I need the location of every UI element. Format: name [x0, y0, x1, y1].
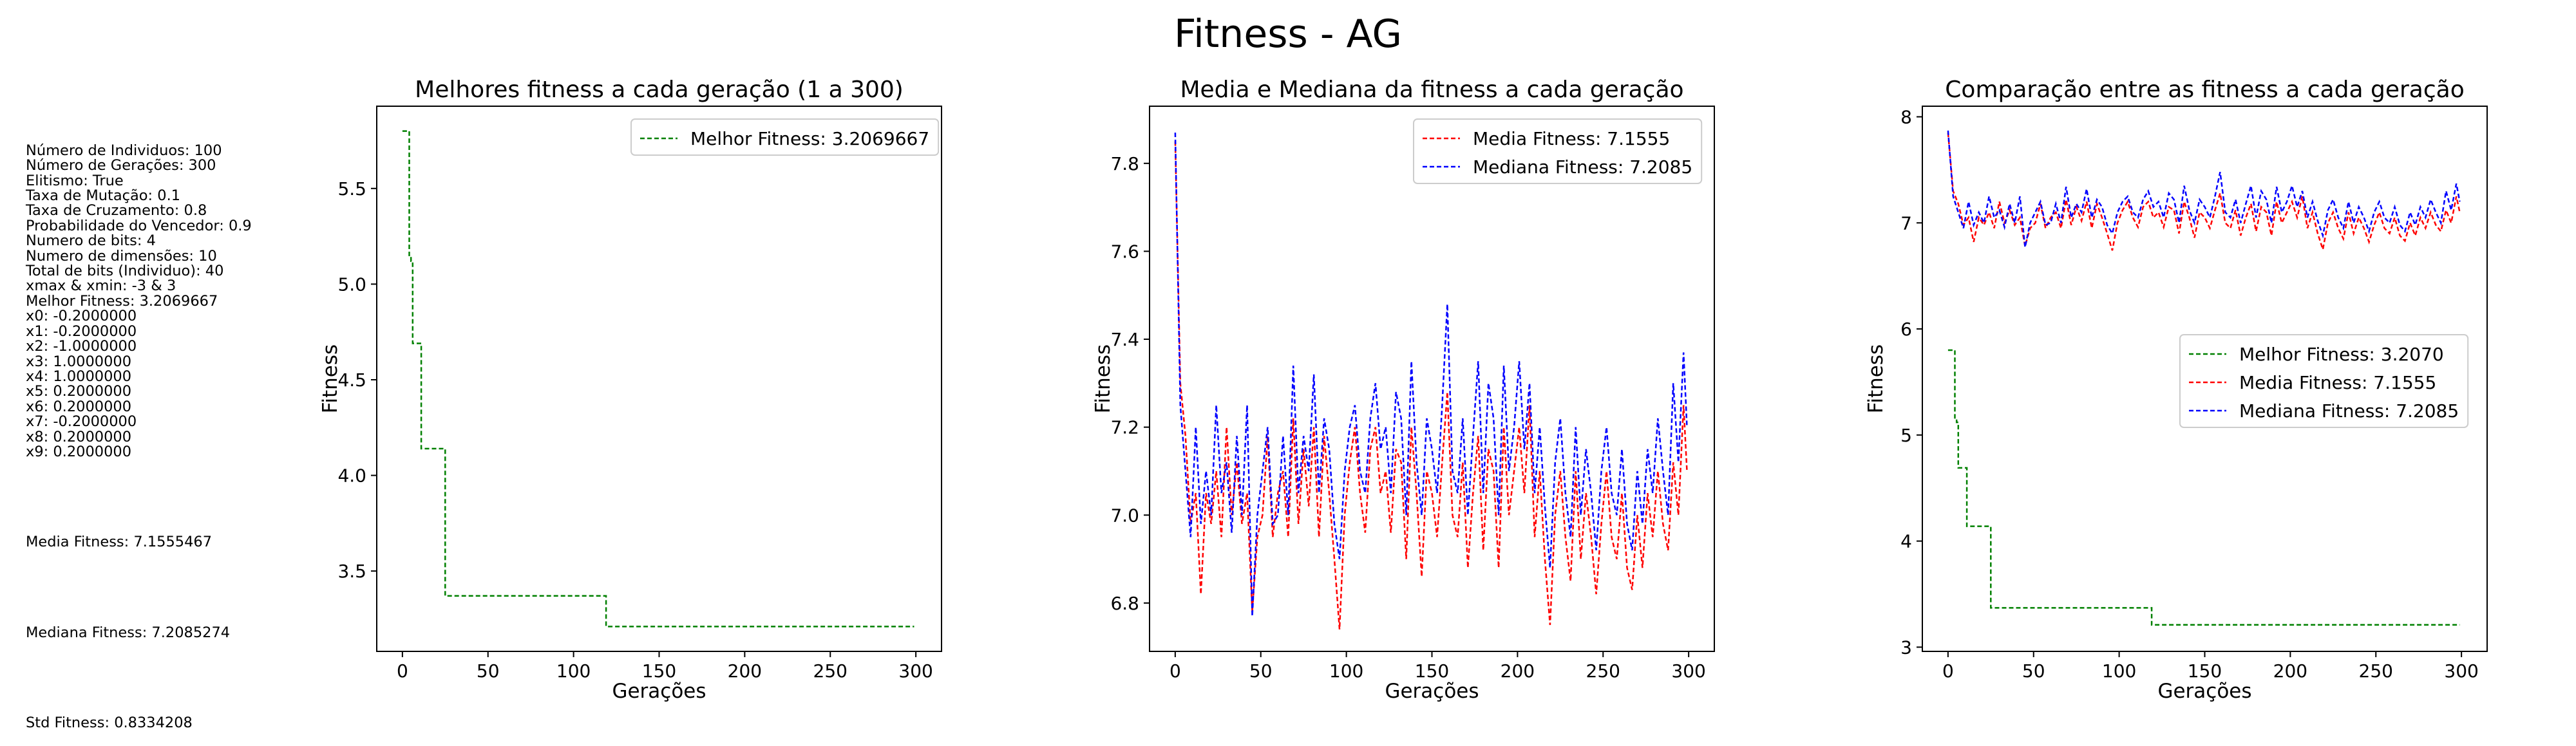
legend-entry: Melhor Fitness: 3.2070 [2239, 344, 2444, 365]
x-tick-label: 0 [397, 660, 408, 682]
y-tick-label: 5 [1900, 425, 1912, 446]
y-tick-label: 5.5 [337, 178, 366, 200]
parameter-line: x3: 1.0000000 [26, 353, 132, 370]
parameter-line: Número de Gerações: 300 [26, 157, 216, 174]
chart-title: Melhores fitness a cada geração (1 a 300… [415, 77, 904, 103]
x-tick-label: 150 [642, 660, 676, 682]
parameter-line: x0: -0.2000000 [26, 308, 137, 325]
y-tick-label: 7.4 [1110, 329, 1139, 350]
x-tick-label: 50 [477, 660, 500, 682]
legend-box [630, 118, 940, 156]
chart-title: Media e Mediana da fitness a cada geraçã… [1180, 77, 1683, 103]
series-line-median [1947, 130, 2461, 248]
parameter-line: Taxa de Mutação: 0.1 [26, 187, 181, 205]
figure-title: Fitness - AG [1173, 12, 1403, 57]
legend: Melhor Fitness: 3.2069667 [630, 118, 940, 156]
chart-2: 0 50 100 150 200 250 300 6.8 7.0 7.2 7.4 7.6 7.8 Medi… [1092, 77, 1715, 703]
y-tick-label: 3.5 [337, 561, 366, 582]
parameter-line: Numero de bits: 4 [26, 232, 156, 250]
axes-frame [376, 106, 942, 652]
mediana-fitness-text: Mediana Fitness: 7.2085274 [26, 624, 231, 641]
x-tick-label: 100 [556, 660, 591, 682]
parameter-line: Número de Individuos: 100 [26, 142, 222, 159]
x-tick-label: 200 [1501, 660, 1535, 682]
parameter-line: Probabilidade do Vencedor: 0.9 [26, 217, 252, 234]
parameter-line: x5: 0.2000000 [26, 383, 132, 400]
x-tick-label: 150 [1415, 660, 1449, 682]
y-tick-label: 4.0 [337, 465, 366, 487]
y-tick-label: 3 [1900, 637, 1912, 658]
x-axis-label: Gerações [1385, 680, 1479, 703]
x-tick-label: 0 [1170, 660, 1181, 682]
axes-frame [1149, 106, 1715, 652]
std-fitness-text: Std Fitness: 0.8334208 [26, 714, 193, 732]
chart-1: 0 50 100 150 200 250 300 3.5 4.0 4.5 5.0 5.5 Melhore… [319, 77, 942, 703]
y-tick-label: 7.0 [1110, 505, 1139, 526]
parameter-line: Melhor Fitness: 3.2069667 [26, 292, 218, 310]
parameter-line: Total de bits (Individuo): 40 [26, 263, 224, 280]
parameter-line: Taxa de Cruzamento: 0.8 [26, 202, 207, 219]
x-tick-label: 300 [2444, 660, 2478, 682]
y-tick-label: 6 [1900, 319, 1912, 340]
y-tick-label: 7.2 [1110, 417, 1139, 438]
legend-entry: Melhor Fitness: 3.2069667 [690, 128, 929, 149]
x-tick-label: 250 [1586, 660, 1620, 682]
y-tick-label: 7 [1900, 212, 1912, 234]
x-tick-label: 100 [2102, 660, 2136, 682]
legend-entry: Media Fitness: 7.1555 [1473, 128, 1670, 149]
parameter-line: x1: -0.2000000 [26, 322, 137, 340]
x-tick-label: 250 [2359, 660, 2393, 682]
parameter-line: x4: 1.0000000 [26, 368, 132, 385]
legend-entry: Mediana Fitness: 7.2085 [1473, 156, 1692, 178]
series-line-mean [1947, 133, 2461, 251]
parameter-line: Numero de dimensões: 10 [26, 247, 217, 265]
y-tick-label: 4.5 [337, 369, 366, 391]
x-tick-label: 150 [2188, 660, 2222, 682]
x-tick-label: 100 [1329, 660, 1363, 682]
media-fitness-text: Media Fitness: 7.1555467 [26, 534, 213, 551]
y-tick-label: 6.8 [1110, 593, 1139, 614]
x-tick-label: 200 [728, 660, 762, 682]
x-tick-label: 300 [1671, 660, 1705, 682]
y-tick-label: 7.8 [1110, 153, 1139, 174]
x-tick-label: 300 [898, 660, 933, 682]
y-tick-label: 8 [1900, 106, 1912, 127]
chart-3: 0 50 100 150 200 250 300 3 4 5 6 7 8 Comparação entre… [1864, 77, 2488, 703]
y-axis-label: Fitness [1092, 344, 1115, 413]
series-line-median [1174, 132, 1688, 617]
y-tick-label: 4 [1900, 531, 1912, 552]
legend-entry: Mediana Fitness: 7.2085 [2239, 400, 2459, 422]
series-line-mean [1174, 141, 1688, 629]
parameter-line: Elitismo: True [26, 172, 124, 189]
series-line-best [1947, 349, 2460, 626]
x-tick-label: 200 [2273, 660, 2307, 682]
y-axis-label: Fitness [319, 344, 342, 413]
y-axis-label: Fitness [1864, 344, 1888, 413]
series-line-best [402, 130, 914, 628]
y-tick-label: 7.6 [1110, 241, 1139, 262]
x-tick-label: 0 [1942, 660, 1954, 682]
chart-title: Comparação entre as fitness a cada geraç… [1945, 77, 2464, 103]
parameter-line: x6: 0.2000000 [26, 398, 132, 415]
parameter-line: x2: -1.0000000 [26, 338, 137, 355]
x-tick-label: 250 [813, 660, 848, 682]
x-axis-label: Gerações [2157, 680, 2251, 703]
legend-box [2179, 334, 2469, 428]
parameter-line: xmax & xmin: -3 & 3 [26, 277, 176, 295]
legend-entry: Media Fitness: 7.1555 [2239, 372, 2436, 393]
parameter-list: Número de Individuos: 100 Número de Geraç… [26, 142, 252, 460]
legend: Media Fitness: 7.1555 Mediana Fitness: 7.… [1413, 118, 1703, 184]
legend: Melhor Fitness: 3.2070 Media Fitness: 7.1… [2179, 334, 2469, 428]
x-axis-label: Gerações [612, 680, 706, 703]
parameter-line: x8: 0.2000000 [26, 428, 132, 445]
y-tick-label: 5.0 [337, 274, 366, 295]
legend-box [1413, 118, 1703, 184]
figure-plots: 0 50 100 150 200 250 3003.54.04.55.05.5Melhore… [319, 77, 2488, 703]
parameter-line: x7: -0.2000000 [26, 413, 137, 431]
x-tick-label: 50 [2022, 660, 2045, 682]
x-tick-label: 50 [1249, 660, 1273, 682]
parameter-line: x9: 0.2000000 [26, 443, 132, 460]
